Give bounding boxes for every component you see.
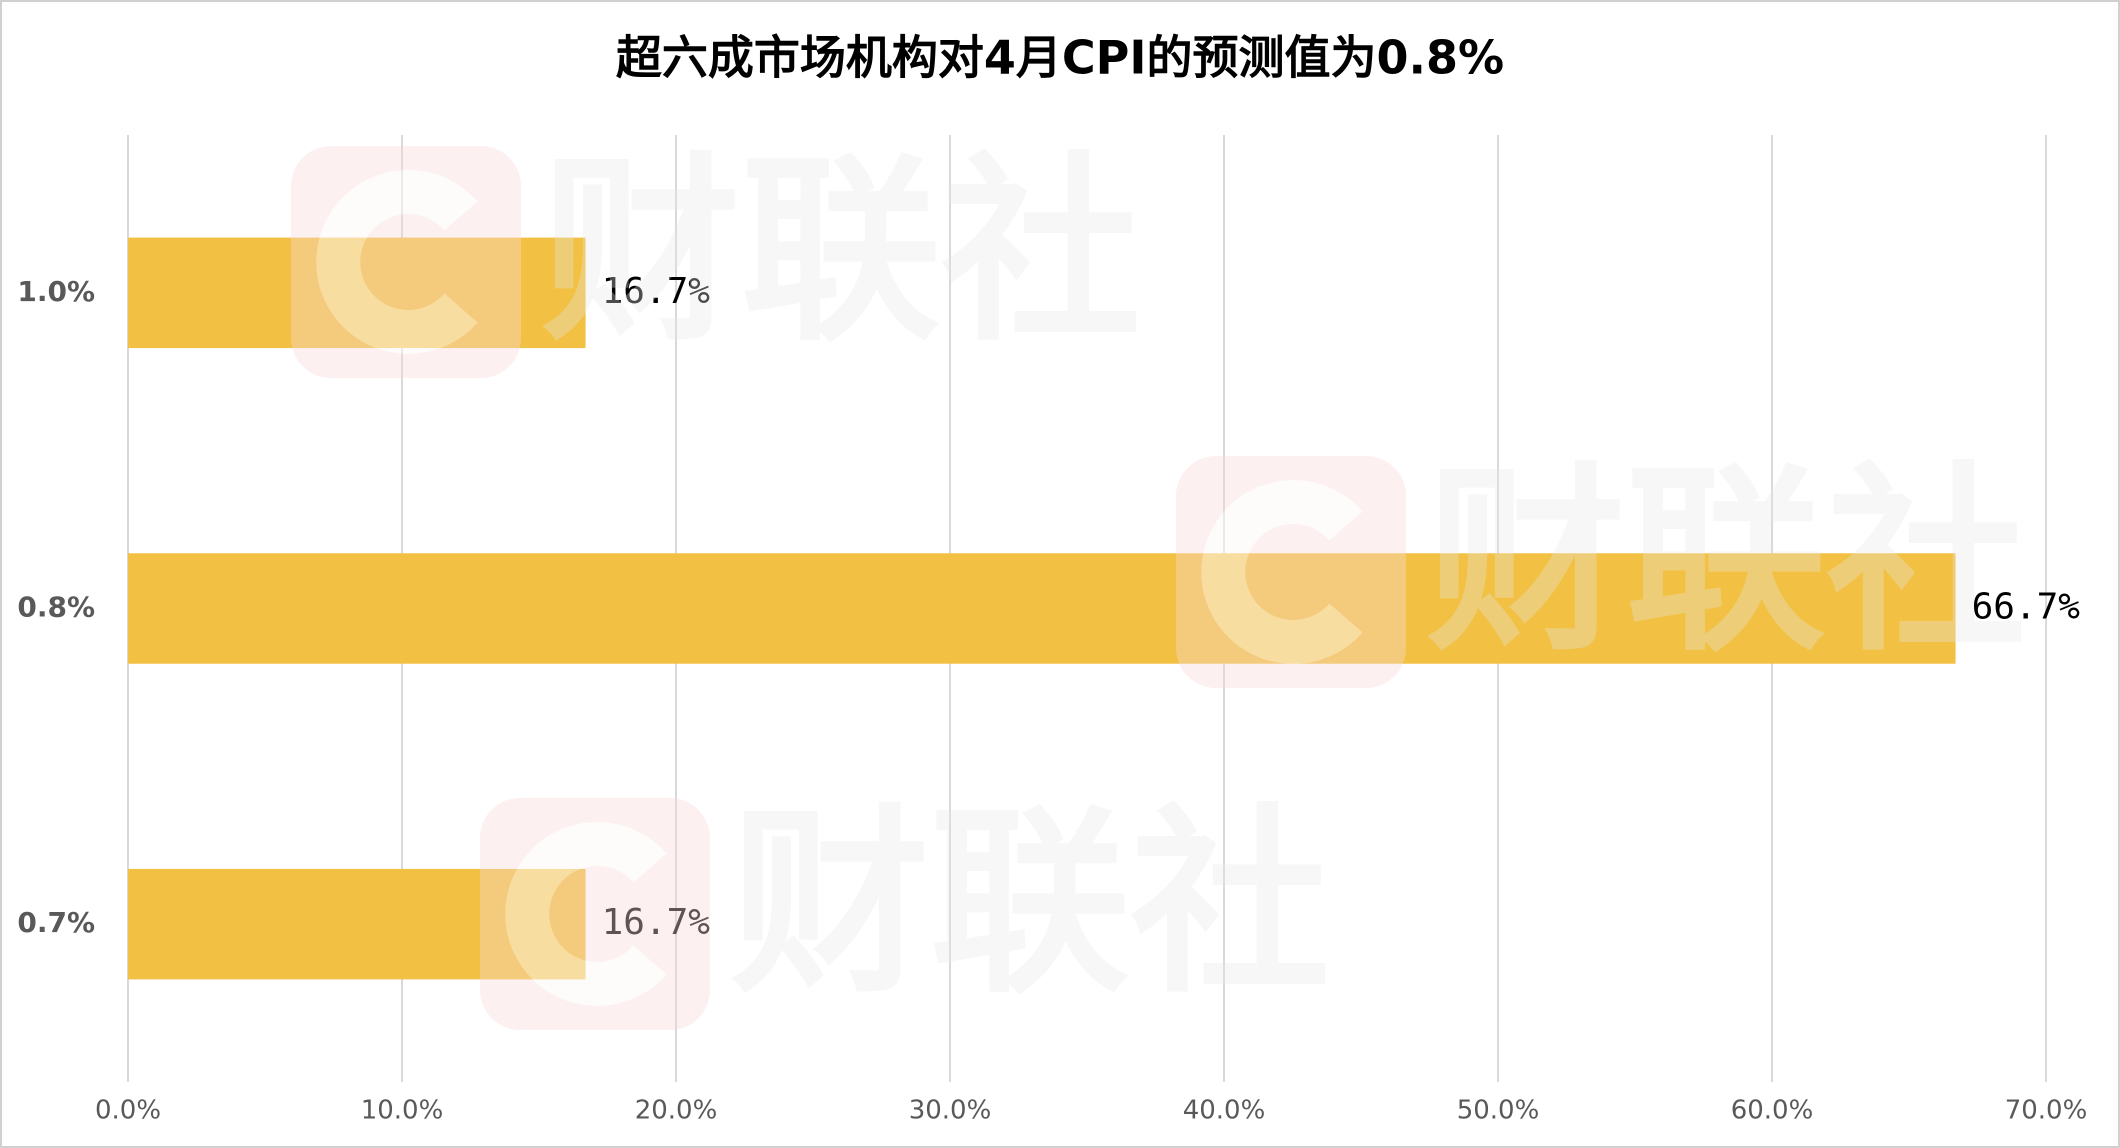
x-tick-label: 50.0% (1457, 1096, 1540, 1126)
x-tick-label: 30.0% (909, 1096, 992, 1126)
x-tick-label: 10.0% (361, 1096, 444, 1126)
value-label: 16.7% (602, 271, 711, 312)
chart-title: 超六成市场机构对4月CPI的预测值为0.8% (616, 31, 1504, 85)
bar (128, 237, 586, 349)
y-tick-label: 0.8% (17, 591, 95, 624)
watermark-logo (291, 146, 521, 378)
value-label: 16.7% (602, 902, 711, 943)
watermark: 财联社 (480, 788, 1330, 1030)
watermark-logo-c (505, 822, 667, 1006)
x-tick-label: 70.0% (2005, 1096, 2088, 1126)
watermark-text: 财联社 (541, 136, 1141, 369)
watermark: 财联社 (291, 136, 1141, 378)
x-tick-label: 20.0% (635, 1096, 718, 1126)
bar (128, 868, 586, 980)
x-tick-label: 0.0% (95, 1096, 161, 1126)
watermark-logo (1176, 456, 1406, 688)
watermark-logo (480, 798, 710, 1030)
x-tick-label: 40.0% (1183, 1096, 1266, 1126)
watermark-logo-c (1201, 480, 1363, 664)
y-tick-label: 1.0% (17, 275, 95, 308)
watermark-text: 财联社 (1426, 446, 2026, 679)
watermark-text: 财联社 (730, 788, 1330, 1021)
y-tick-label: 0.7% (17, 906, 95, 939)
value-label: 66.7% (1972, 587, 2081, 628)
bar (128, 553, 1956, 664)
watermark: 财联社 (1176, 446, 2026, 688)
watermark-logo-c (316, 170, 478, 354)
x-tick-label: 60.0% (1731, 1096, 1814, 1126)
